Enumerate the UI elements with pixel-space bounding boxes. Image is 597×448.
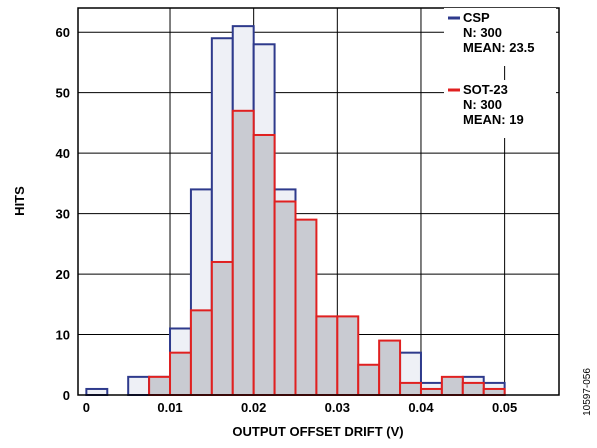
sot23-bar xyxy=(148,375,172,396)
y-tick-label: 60 xyxy=(56,25,70,40)
sot23-bar xyxy=(378,339,402,396)
y-tick-label: 0 xyxy=(63,388,70,403)
x-axis-title: OUTPUT OFFSET DRIFT (V) xyxy=(232,424,403,439)
sot23-bar xyxy=(461,381,485,396)
sot23-bar xyxy=(189,309,213,396)
x-tick-label: 0 xyxy=(83,400,90,415)
figure-id-label: 10597-056 xyxy=(582,368,593,416)
y-tick-label: 10 xyxy=(56,328,70,343)
csp-bar xyxy=(127,375,151,396)
legend-text: MEAN: 23.5 xyxy=(463,40,535,55)
sot23-bar xyxy=(315,315,339,396)
sot23-bar xyxy=(440,375,464,396)
legend-text: N: 300 xyxy=(463,25,502,40)
x-tick-label: 0.01 xyxy=(157,400,182,415)
y-tick-labels: 0 10 20 30 40 50 60 xyxy=(56,25,70,403)
sot23-bar xyxy=(231,109,255,396)
plot-frame xyxy=(77,7,560,396)
sot23-bar xyxy=(252,133,276,396)
sot23-bar xyxy=(273,200,297,396)
sot23-bar xyxy=(419,387,443,396)
sot23-bar xyxy=(357,363,381,396)
legend-text: CSP xyxy=(463,10,490,25)
sot23-bar xyxy=(336,315,360,396)
sot23-bar xyxy=(169,351,192,396)
sot23-bar xyxy=(482,387,506,396)
plot-border xyxy=(77,7,560,396)
legend-text: N: 300 xyxy=(463,97,502,112)
y-tick-label: 30 xyxy=(56,207,70,222)
x-tick-labels: 0 0.01 0.02 0.03 0.04 0.05 xyxy=(83,400,518,415)
sot23-bar xyxy=(294,218,318,396)
x-tick-label: 0.05 xyxy=(492,400,517,415)
x-tick-label: 0.04 xyxy=(408,400,434,415)
y-tick-label: 20 xyxy=(56,267,70,282)
legend-text: SOT-23 xyxy=(463,82,508,97)
legend-text: MEAN: 19 xyxy=(463,112,524,127)
y-tick-label: 40 xyxy=(56,146,70,161)
legend-background xyxy=(444,80,556,138)
x-tick-label: 0.03 xyxy=(325,400,350,415)
y-axis-title: HITS xyxy=(12,186,27,216)
csp-bar xyxy=(85,387,109,396)
sot23-bars xyxy=(148,109,506,396)
sot23-bar xyxy=(210,260,234,396)
y-tick-label: 50 xyxy=(56,86,70,101)
sot23-bar xyxy=(399,381,422,396)
x-tick-label: 0.02 xyxy=(241,400,266,415)
legend-background xyxy=(444,8,556,66)
